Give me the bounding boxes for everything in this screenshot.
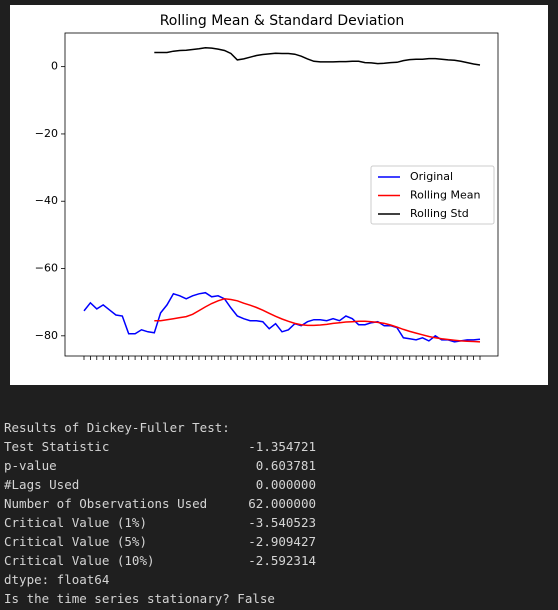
result-value: 0.000000 [255,477,316,492]
result-row: Test Statistic -1.354721 [4,437,316,456]
result-label: #Lags Used [4,477,80,492]
legend-label: Rolling Std [410,207,469,220]
legend-label: Rolling Mean [410,189,480,202]
dtype-line: dtype: float64 [4,572,110,587]
result-row: p-value 0.603781 [4,456,316,475]
legend: Original Rolling Mean Rolling Std [370,165,495,225]
y-tick-label: −40 [35,194,58,207]
output-heading: Results of Dickey-Fuller Test: [4,420,230,435]
series-line [154,298,481,343]
result-label: p-value [4,458,57,473]
result-label: Number of Observations Used [4,496,208,511]
y-tick-label: −20 [35,127,58,140]
result-value: 62.000000 [248,496,316,511]
conclusion-line: Is the time series stationary? False [4,591,275,606]
result-label: Critical Value (5%) [4,534,147,549]
y-tick-label: 0 [51,60,58,73]
result-value: -2.909427 [248,534,316,549]
result-value: -3.540523 [248,515,316,530]
result-label: Critical Value (10%) [4,553,155,568]
result-value: -2.592314 [248,553,316,568]
plot-area [64,32,499,357]
chart-title: Rolling Mean & Standard Deviation [160,13,405,29]
y-tick-label: −80 [35,329,58,342]
result-value: -1.354721 [248,439,316,454]
result-label: Test Statistic [4,439,110,454]
legend-box [370,165,495,225]
result-row: Number of Observations Used 62.000000 [4,494,316,513]
legend-label: Original [410,170,453,183]
chart: Rolling Mean & Standard Deviation 0 −20 −4… [10,5,548,385]
result-value: 0.603781 [255,458,316,473]
series-line [83,291,481,343]
result-label: Critical Value (1%) [4,515,147,530]
result-row: Critical Value (1%) -3.540523 [4,513,316,532]
series-line [154,47,481,66]
result-row: #Lags Used 0.000000 [4,475,316,494]
y-tick-label: −60 [35,262,58,275]
result-row: Critical Value (10%) -2.592314 [4,551,316,570]
result-row: Critical Value (5%) -2.909427 [4,532,316,551]
